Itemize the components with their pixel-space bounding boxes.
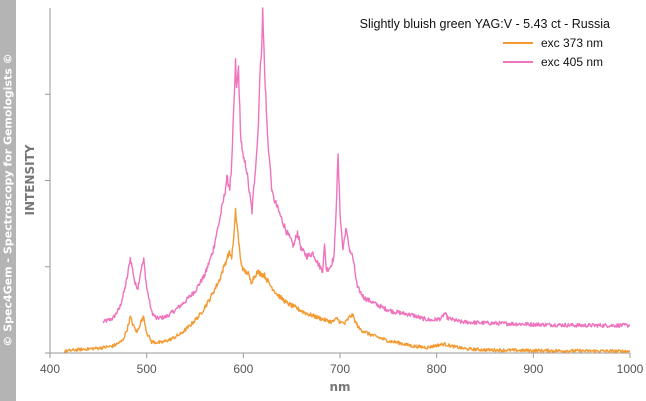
legend-label-1: exc 405 nm	[541, 55, 603, 69]
x-tick-label-600: 600	[233, 362, 253, 376]
x-tick-label-400: 400	[40, 362, 60, 376]
x-tick-label-800: 800	[427, 362, 447, 376]
x-axis-title: nm	[329, 380, 350, 394]
series-line-1	[102, 7, 631, 328]
series-layer	[63, 7, 631, 354]
series-line-0	[63, 207, 631, 354]
legend-label-0: exc 373 nm	[541, 36, 603, 50]
x-tick-label-900: 900	[523, 362, 543, 376]
chart-title: Slightly bluish green YAG:V - 5.43 ct - …	[360, 17, 610, 31]
x-tick-label-700: 700	[330, 362, 350, 376]
x-tick-label-1000: 1000	[617, 362, 644, 376]
x-tick-label-500: 500	[137, 362, 157, 376]
chart-axes: 400 500 600 700 800 900 1000	[40, 8, 644, 376]
y-axis-title: INTENSITY	[23, 144, 37, 215]
watermark-sidebar: © Spec4Gem - Spectroscopy for Gemologist…	[0, 0, 16, 401]
chart-legend: Slightly bluish green YAG:V - 5.43 ct - …	[360, 17, 610, 69]
